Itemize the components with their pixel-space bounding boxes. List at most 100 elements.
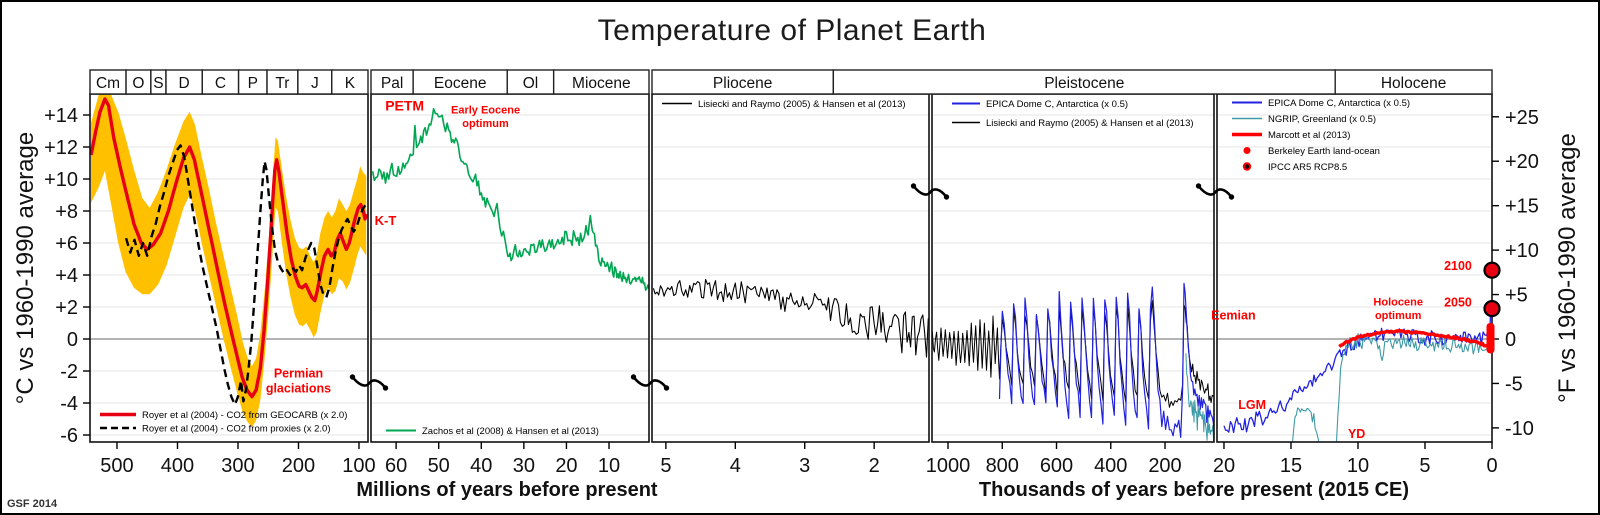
panel-border-pliocene: [651, 93, 930, 443]
era-box-Pleistocene: [832, 69, 1336, 95]
x-tick-label: 200: [282, 455, 315, 477]
y-tick-label-left: -6: [60, 425, 78, 447]
legend-label: EPICA Dome C, Antarctica (x 0.5): [986, 99, 1128, 110]
y-tick-label-right: -5: [1505, 373, 1523, 395]
era-label: Pleistocene: [1044, 75, 1124, 92]
era-label: D: [179, 75, 190, 92]
x-tick-label: 10: [1347, 455, 1369, 477]
x-tick-label: 4: [730, 455, 741, 477]
x-tick-label: 200: [1148, 455, 1181, 477]
y-tick-label-left: +4: [55, 265, 78, 287]
panel-border-cenozoic: [370, 93, 650, 443]
x-tick-label: 30: [513, 455, 535, 477]
x-tick-label: 0: [1486, 455, 1497, 477]
series-marcott: [1338, 329, 1492, 348]
legend-label: EPICA Dome C, Antarctica (x 0.5): [1268, 98, 1410, 109]
projection-dot-2050: [1483, 300, 1501, 318]
series-ngrip_holo: [1292, 333, 1490, 442]
y-tick-label-right: +25: [1505, 107, 1539, 129]
x-tick-label: 500: [100, 455, 133, 477]
panel-phanerozoic: [90, 94, 368, 427]
legend-label: Marcott et al (2013): [1268, 130, 1350, 141]
era-label: Eocene: [434, 75, 487, 92]
panel-border-pleistocene: [931, 93, 1215, 443]
annotation-lgm: LGM: [1238, 398, 1266, 412]
y-tick-label-right: 0: [1505, 329, 1516, 351]
annotation-petm: PETM: [385, 97, 424, 113]
x-tick-label: 20: [1213, 455, 1235, 477]
x-tick-label: 5: [1419, 455, 1430, 477]
era-box-Cm: [89, 69, 127, 95]
annotation-eemian: Eemian: [1211, 308, 1255, 322]
x-tick-label: 1000: [926, 455, 971, 477]
legend-label: Royer et al (2004) - CO2 from proxies (x…: [142, 424, 330, 435]
series-proxies: [124, 144, 367, 406]
legend-swatch-ringdot: [1242, 162, 1252, 171]
era-box-Miocene: [552, 69, 650, 95]
geologic-era-band: Cm O S D C P Tr J K Pal Eocene Ol Miocene Pliocene Ple…: [89, 69, 1493, 95]
legend-label: IPCC AR5 RCP8.5: [1268, 162, 1347, 173]
legends: Royer et al (2004) - CO2 from GEOCARB (x…: [100, 98, 1410, 437]
annotation-yd: YD: [1348, 427, 1365, 441]
y-tick-label-right: +5: [1505, 285, 1528, 307]
panel-pliocene: [652, 278, 929, 358]
x-tick-label: 50: [428, 455, 450, 477]
era-label: S: [153, 75, 163, 92]
legend-swatch-dot: [1243, 147, 1251, 154]
y-tick-label-left: -2: [60, 361, 78, 383]
y-tick-label-right: -10: [1505, 418, 1534, 440]
y-tick-label-left: +10: [44, 169, 78, 191]
annotation-early-eocene: Early Eocene optimum: [451, 105, 520, 131]
x-tick-label: 40: [470, 455, 492, 477]
era-box-Tr: [266, 69, 299, 95]
y-tick-label-left: +14: [44, 105, 78, 127]
x-tick-label: 20: [555, 455, 577, 477]
axis-break-icon: [630, 374, 670, 391]
x-tick-label: 400: [161, 455, 194, 477]
annotation-2050: 2050: [1444, 296, 1472, 310]
y-tick-label-left: -4: [60, 393, 78, 415]
series-lisiecki_plio: [652, 278, 929, 358]
x-axis-title-thousands: Thousands of years before present (2015 …: [978, 479, 1410, 501]
panel-cenozoic: [371, 107, 649, 291]
era-box-J: [297, 69, 333, 95]
x-tick-label: 100: [342, 455, 375, 477]
era-label: Pliocene: [713, 75, 772, 92]
annotation-permian: Permian glaciations: [266, 366, 331, 395]
x-tick-label: 15: [1280, 455, 1302, 477]
legend-label: Lisiecki and Raymo (2005) & Hansen et al…: [986, 118, 1194, 129]
annotations: Permian glaciations PETM Early Eocene optimu…: [266, 97, 1472, 440]
x-tick-label: 60: [385, 455, 407, 477]
series-geocarb: [90, 97, 368, 399]
panel-pleistocene: [932, 282, 1214, 442]
y-tick-label-right: +10: [1505, 240, 1539, 262]
annotation-2100: 2100: [1444, 259, 1472, 273]
axis-ticks: 500 400 300 200 100 60 50 40 30 20 10 5 4 3 2 1000 800 60…: [44, 105, 1539, 477]
era-box-D: [165, 69, 203, 95]
series-lisiecki_pleist: [932, 300, 1214, 408]
axis-break-icon: [910, 183, 950, 200]
era-label: C: [215, 75, 226, 92]
y-tick-label-left: 0: [67, 329, 78, 351]
legend-label: Berkeley Earth land-ocean: [1268, 146, 1380, 157]
y-tick-label-right: +15: [1505, 196, 1539, 218]
x-tick-label: 3: [799, 455, 810, 477]
era-label: Miocene: [572, 75, 631, 92]
legend-label: Lisiecki and Raymo (2005) & Hansen et al…: [698, 99, 906, 110]
era-box-Eocene: [412, 69, 508, 95]
era-box-P: [237, 69, 268, 95]
berkeley-earth-bar: [1486, 323, 1495, 354]
series-zachos: [371, 107, 649, 291]
chart-title: Temperature of Planet Earth: [597, 14, 987, 47]
y-tick-label-left: +2: [55, 297, 78, 319]
era-label: J: [311, 75, 319, 92]
credit-stamp: GSF 2014: [7, 498, 58, 510]
era-label: Ol: [523, 75, 539, 92]
annotation-holocene: Holocene optimum: [1373, 297, 1423, 323]
y-tick-label-left: +8: [55, 201, 78, 223]
projection-dot-2100: [1483, 261, 1501, 279]
era-label: Tr: [275, 75, 289, 92]
annotation-k-t: K-T: [375, 213, 397, 228]
